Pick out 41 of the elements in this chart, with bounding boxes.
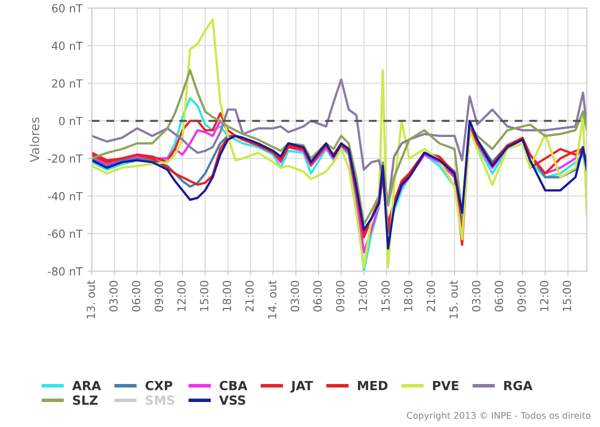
x-tick-label: 09:00: [517, 280, 526, 312]
x-tick-label: 21:00: [426, 280, 436, 312]
y-axis-title: Valores: [30, 118, 40, 162]
x-tick-label: 15:00: [381, 280, 390, 311]
y-tick-label: 60 nT: [52, 4, 83, 12]
x-tick-label: 09:00: [154, 280, 164, 312]
x-tick-label: 12:00: [177, 280, 186, 311]
y-tick-label: 40 nT: [52, 42, 83, 50]
x-tick-label: 13. out: [86, 280, 96, 318]
x-tick-label: 18:00: [222, 280, 232, 311]
x-tick-label: 15. out: [450, 280, 458, 318]
legend-label: JAT: [290, 380, 313, 393]
legend-label: ARA: [72, 380, 102, 390]
y-tick-label: -20 nT: [48, 154, 83, 163]
y-tick-label: 0 nT: [59, 116, 83, 126]
legend-label: MED: [358, 380, 388, 390]
x-tick-label: 03:00: [109, 280, 118, 312]
legend-label: CXP: [145, 380, 172, 390]
legend-label: VSS: [219, 395, 246, 405]
x-tick-label: 21:00: [245, 280, 254, 312]
y-tick-label: -60 nT: [48, 230, 83, 238]
x-tick-label: 15:00: [200, 280, 208, 311]
legend-label: SLZ: [73, 395, 98, 405]
x-tick-label: 03:00: [290, 280, 300, 312]
legend-label: RGA: [504, 380, 533, 390]
x-tick-label: 03:00: [472, 280, 480, 312]
x-tick-label: 06:00: [494, 280, 504, 312]
legend-label: PVE: [433, 380, 458, 390]
x-tick-label: 18:00: [404, 280, 412, 311]
y-tick-label: -40 nT: [48, 192, 83, 200]
text: Copyright 2013 © INPE - Todos os direito: [406, 412, 591, 421]
y-tick-label: 20 nT: [52, 79, 83, 88]
x-tick-label: 14. out: [268, 280, 276, 318]
x-tick-label: 15:00: [562, 280, 572, 311]
x-tick-label: 06:00: [313, 280, 322, 312]
x-tick-label: 12:00: [358, 280, 368, 311]
x-tick-label: 09:00: [336, 280, 344, 312]
legend-label: CBA: [220, 380, 248, 390]
x-tick-label: 12:00: [540, 280, 548, 311]
x-tick-label: 06:00: [132, 280, 140, 312]
y-tick-label: -80 nT: [48, 267, 83, 276]
